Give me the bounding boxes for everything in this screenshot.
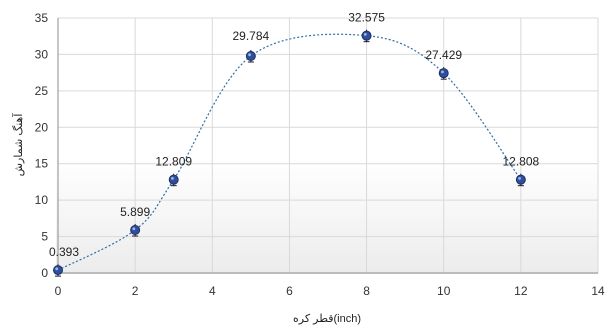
x-tick-label: 8	[363, 284, 370, 298]
plot-area	[56, 16, 598, 274]
point-marker	[361, 30, 372, 41]
data-label: 27.429	[425, 48, 462, 62]
point-highlight	[171, 176, 174, 180]
point-highlight	[518, 176, 521, 180]
data-label: 29.784	[233, 29, 270, 43]
x-tick-label: 10	[437, 284, 451, 298]
x-axis-title: قطر کره(inch)	[293, 313, 361, 325]
data-point	[130, 224, 141, 237]
y-tick-label: 15	[35, 157, 49, 171]
y-tick-label: 25	[35, 84, 49, 98]
data-points	[53, 29, 526, 277]
point-marker	[438, 68, 449, 79]
y-tick-label: 20	[35, 120, 49, 134]
axes	[57, 18, 598, 274]
y-tick-label: 0	[41, 266, 48, 280]
y-tick-label: 10	[35, 193, 49, 207]
data-point	[438, 67, 449, 80]
point-marker	[515, 174, 526, 185]
x-tick-label: 0	[55, 284, 62, 298]
y-tick-label: 30	[35, 47, 49, 61]
x-tick-label: 12	[514, 284, 528, 298]
x-tick-label: 4	[209, 284, 216, 298]
data-point	[245, 50, 256, 63]
point-highlight	[441, 70, 444, 74]
data-label: 0.393	[49, 245, 79, 259]
point-marker	[245, 51, 256, 62]
data-labels: 0.393 5.899 12.809 29.784 32.575 27.429 12.808	[49, 11, 540, 259]
x-tick-label: 6	[286, 284, 293, 298]
x-tick-label: 2	[132, 284, 139, 298]
point-marker	[53, 265, 63, 276]
tick-labels: 0 2 4 6 8 10 12 14 0 5 10 15 20 25 30 35	[35, 11, 605, 298]
data-point	[515, 173, 526, 187]
point-marker	[168, 174, 179, 185]
data-label: 12.808	[503, 155, 540, 169]
x-tick-label: 14	[591, 284, 605, 298]
point-marker	[130, 225, 141, 236]
point-highlight	[363, 32, 367, 36]
data-label: 5.899	[120, 205, 150, 219]
data-point	[53, 264, 63, 277]
data-label: 32.575	[348, 11, 385, 25]
point-highlight	[55, 267, 59, 271]
point-highlight	[248, 53, 251, 57]
y-tick-label: 5	[41, 230, 48, 244]
y-tick-label: 35	[35, 11, 49, 25]
data-point	[361, 29, 372, 43]
point-highlight	[132, 227, 136, 231]
data-point	[168, 173, 179, 187]
y-axis-title: آهنگ شمارش	[11, 113, 25, 177]
data-label: 12.809	[155, 155, 192, 169]
